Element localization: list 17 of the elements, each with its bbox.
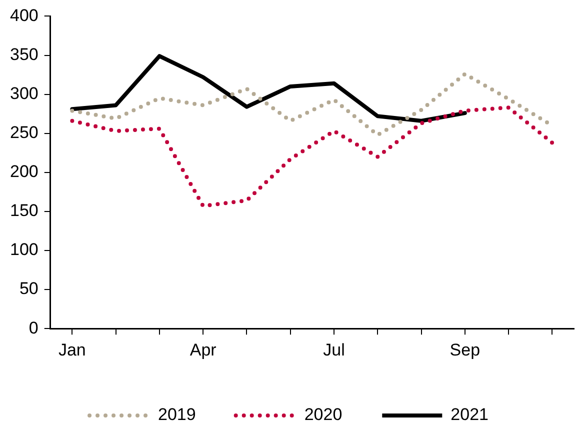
y-tick-label: 100 xyxy=(10,240,38,260)
y-tick-label: 400 xyxy=(10,6,38,25)
y-tick-label: 50 xyxy=(19,279,38,298)
y-tick-label: 150 xyxy=(10,201,38,220)
y-tick-label: 350 xyxy=(10,44,38,64)
y-tick-label: 300 xyxy=(10,84,38,103)
legend-label: 2021 xyxy=(450,405,488,424)
x-tick-label: Sep xyxy=(450,340,480,360)
y-tick-label: 0 xyxy=(28,318,38,338)
x-tick-label: Jul xyxy=(323,340,345,360)
x-tick-label: Apr xyxy=(190,340,217,360)
y-tick-label: 200 xyxy=(10,162,38,182)
x-tick-label: Jan xyxy=(58,340,86,360)
y-tick-label: 250 xyxy=(10,123,38,142)
line-series xyxy=(70,106,554,208)
legend-label: 2020 xyxy=(304,405,342,424)
legend-label: 2019 xyxy=(158,405,196,424)
